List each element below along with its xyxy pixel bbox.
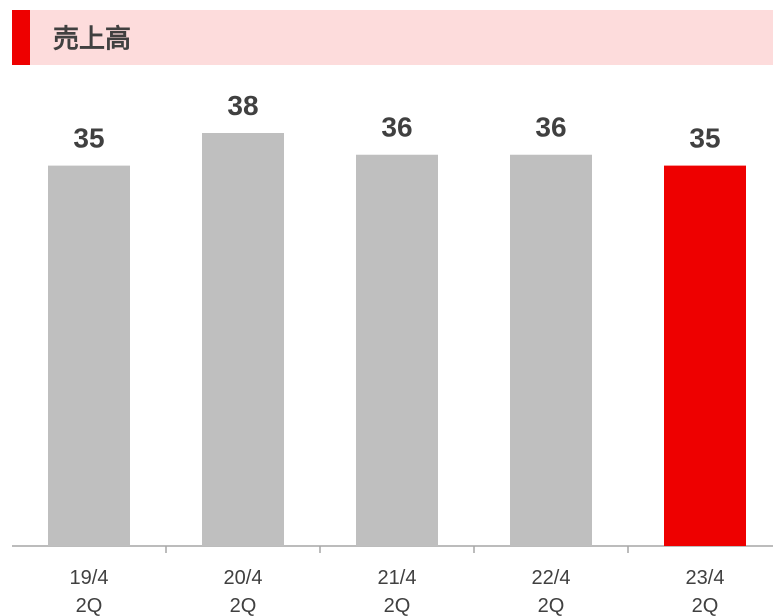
value-label: 35 <box>73 123 104 154</box>
bar <box>664 165 746 546</box>
x-tick-label: 20/4 2Q <box>223 567 263 616</box>
x-tick-label: 21/4 2Q <box>377 567 417 616</box>
bar <box>510 154 592 546</box>
chart-title: 売上高 <box>53 24 131 55</box>
value-label: 36 <box>381 112 412 143</box>
bar <box>356 154 438 546</box>
bar <box>202 133 284 546</box>
x-tick-label: 19/4 2Q <box>69 567 109 616</box>
bar <box>48 165 130 546</box>
value-label: 35 <box>689 123 720 154</box>
title-band <box>12 10 773 65</box>
x-tick-label: 23/4 2Q <box>685 567 725 616</box>
x-tick-label: 22/4 2Q <box>531 567 571 616</box>
title-marker <box>12 10 30 65</box>
value-label: 38 <box>227 90 258 121</box>
value-label: 36 <box>535 112 566 143</box>
